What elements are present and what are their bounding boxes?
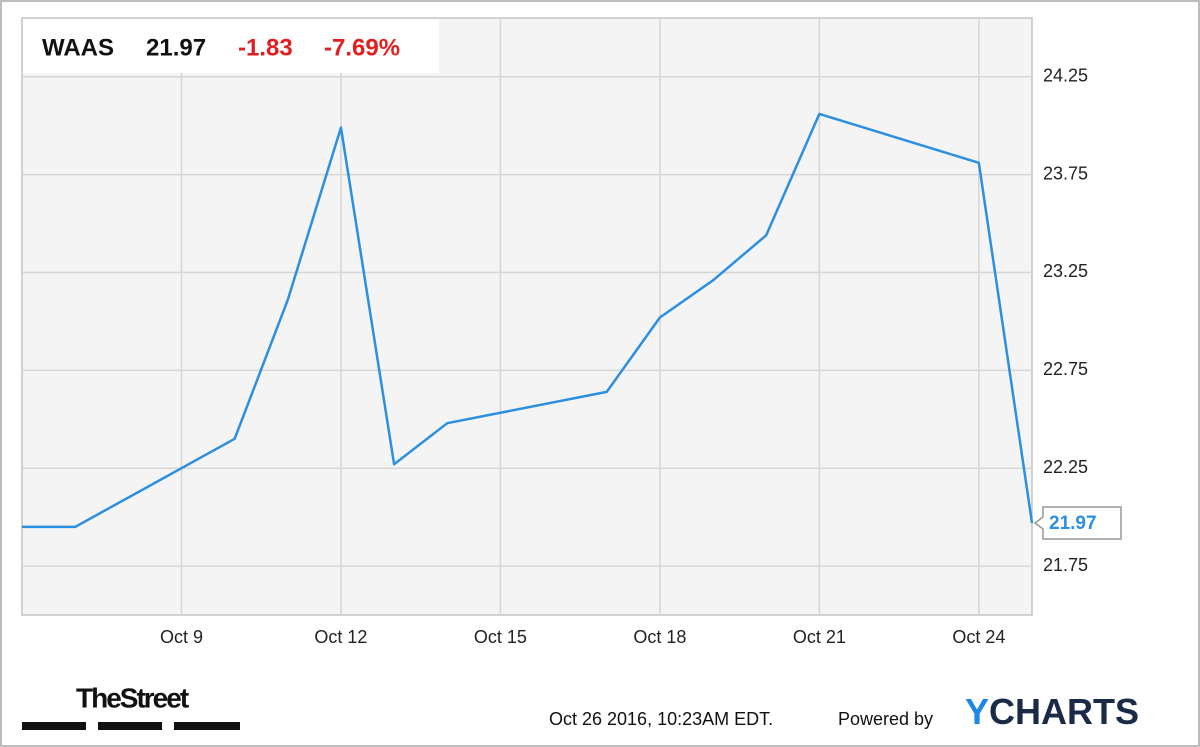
logo-bar: [22, 722, 86, 730]
x-tick-label: Oct 24: [952, 627, 1005, 647]
series-line: [22, 112, 1034, 529]
x-tick-label: Oct 12: [314, 627, 367, 647]
y-tick-label: 23.75: [1043, 163, 1088, 183]
logo-bar: [98, 722, 162, 730]
symbol: WAAS: [42, 34, 114, 61]
plot-area: [21, 17, 1033, 616]
y-tick-label: 21.75: [1043, 555, 1088, 575]
timestamp: Oct 26 2016, 10:23AM EDT.: [549, 709, 773, 729]
last-value-box: [1033, 506, 1122, 540]
y-tick-label: 24.25: [1043, 65, 1088, 85]
logo-bar: [174, 722, 240, 730]
last-value-label: 21.97: [1049, 513, 1097, 534]
y-tick-label: 22.75: [1043, 359, 1088, 379]
price: 21.97: [146, 34, 206, 61]
change-percent: -7.69%: [324, 34, 400, 61]
x-tick-label: Oct 15: [474, 627, 527, 647]
powered-by: Powered by: [838, 709, 933, 729]
brand: YCHARTS: [965, 691, 1139, 732]
logo: TheStreet: [76, 682, 189, 713]
x-tick-label: Oct 9: [160, 627, 203, 647]
x-tick-label: Oct 21: [793, 627, 846, 647]
marks: [22, 112, 1034, 529]
x-tick-label: Oct 18: [633, 627, 686, 647]
header-box: [23, 19, 439, 73]
change: -1.83: [238, 34, 293, 61]
y-tick-label: 22.25: [1043, 457, 1088, 477]
y-tick-label: 23.25: [1043, 261, 1088, 281]
